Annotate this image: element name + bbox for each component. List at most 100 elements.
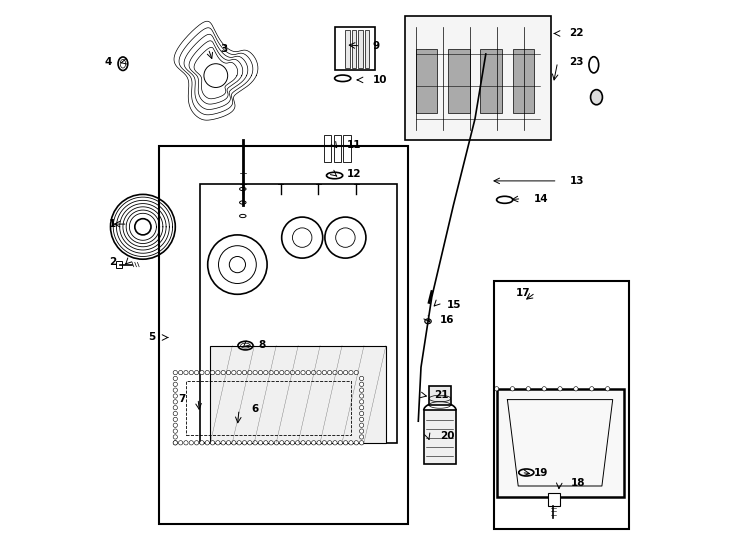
Bar (344, 135, 351, 162)
Circle shape (189, 370, 194, 375)
Bar (335, 27, 375, 70)
Text: 5: 5 (148, 333, 156, 342)
Circle shape (606, 387, 610, 391)
Text: 8: 8 (258, 340, 265, 349)
Ellipse shape (591, 90, 603, 105)
Circle shape (360, 400, 364, 404)
Circle shape (311, 370, 316, 375)
Circle shape (178, 441, 183, 445)
Circle shape (338, 370, 343, 375)
Circle shape (301, 370, 305, 375)
Circle shape (237, 370, 241, 375)
Circle shape (232, 370, 236, 375)
Text: 17: 17 (516, 288, 531, 298)
Circle shape (173, 423, 178, 427)
Circle shape (322, 370, 327, 375)
Circle shape (285, 370, 289, 375)
Bar (480, 49, 502, 113)
Circle shape (184, 441, 188, 445)
Circle shape (317, 441, 321, 445)
Circle shape (360, 388, 364, 392)
Circle shape (247, 370, 252, 375)
Bar (186, 381, 351, 435)
Circle shape (264, 370, 268, 375)
Circle shape (200, 370, 204, 375)
Circle shape (221, 370, 225, 375)
Circle shape (173, 411, 178, 416)
Circle shape (173, 388, 178, 392)
Circle shape (360, 423, 364, 427)
Bar (497, 389, 623, 497)
Circle shape (258, 370, 263, 375)
Text: 11: 11 (346, 140, 361, 150)
Circle shape (264, 441, 268, 445)
Circle shape (280, 441, 284, 445)
Text: 4: 4 (105, 57, 112, 67)
Circle shape (242, 441, 247, 445)
Circle shape (542, 387, 546, 391)
Circle shape (216, 441, 220, 445)
Circle shape (173, 417, 178, 422)
Bar (333, 135, 341, 162)
Circle shape (344, 370, 348, 375)
Circle shape (232, 441, 236, 445)
Circle shape (247, 441, 252, 445)
Text: 15: 15 (447, 300, 462, 310)
Circle shape (258, 441, 263, 445)
Circle shape (226, 441, 230, 445)
Circle shape (195, 370, 199, 375)
Bar (548, 493, 560, 506)
Circle shape (349, 370, 353, 375)
Text: 21: 21 (435, 390, 449, 400)
Text: 1: 1 (109, 219, 116, 229)
Circle shape (173, 406, 178, 410)
Circle shape (360, 376, 364, 381)
Circle shape (195, 441, 199, 445)
Bar (429, 386, 451, 405)
Bar (513, 49, 534, 113)
Bar (352, 30, 356, 68)
Circle shape (296, 441, 300, 445)
Bar (116, 261, 123, 268)
Circle shape (327, 370, 332, 375)
Text: 16: 16 (440, 315, 454, 325)
Circle shape (173, 400, 178, 404)
Text: 2: 2 (109, 257, 116, 267)
Circle shape (510, 387, 515, 391)
Bar (358, 30, 363, 68)
Circle shape (360, 417, 364, 422)
Circle shape (360, 382, 364, 387)
Circle shape (253, 370, 258, 375)
Circle shape (360, 411, 364, 416)
Circle shape (253, 441, 258, 445)
Text: 6: 6 (251, 404, 258, 414)
Circle shape (211, 370, 215, 375)
Circle shape (173, 376, 178, 381)
Circle shape (296, 370, 300, 375)
Circle shape (290, 441, 294, 445)
Circle shape (173, 429, 178, 433)
Circle shape (558, 387, 562, 391)
Circle shape (333, 370, 337, 375)
Text: 10: 10 (372, 75, 387, 85)
Circle shape (526, 387, 531, 391)
Circle shape (242, 370, 247, 375)
Circle shape (173, 394, 178, 398)
Circle shape (200, 441, 204, 445)
Bar (324, 135, 331, 162)
Circle shape (306, 441, 310, 445)
Circle shape (211, 441, 215, 445)
Circle shape (495, 387, 499, 391)
Text: 22: 22 (570, 29, 584, 38)
Ellipse shape (425, 319, 432, 324)
Bar (415, 49, 437, 113)
Circle shape (269, 370, 273, 375)
Text: 23: 23 (570, 57, 584, 67)
Circle shape (275, 441, 279, 445)
Text: 7: 7 (178, 394, 186, 403)
Circle shape (290, 370, 294, 375)
Circle shape (317, 370, 321, 375)
Circle shape (173, 370, 178, 375)
Circle shape (354, 441, 358, 445)
Bar (424, 410, 456, 464)
